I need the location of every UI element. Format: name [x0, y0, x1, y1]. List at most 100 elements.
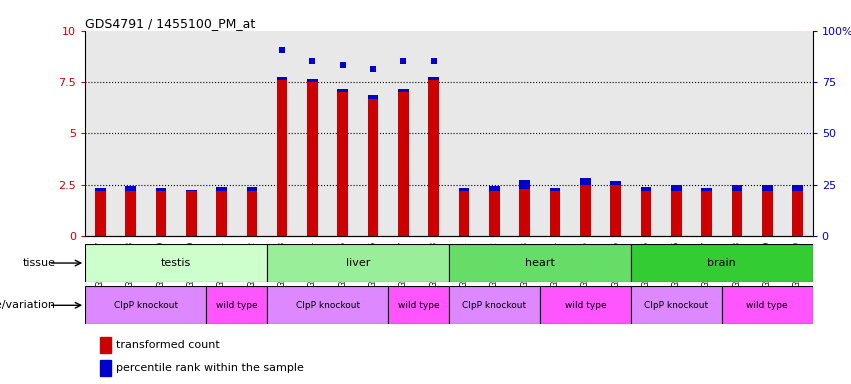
Bar	[701, 189, 712, 191]
Bar	[95, 191, 106, 236]
Bar	[398, 89, 408, 92]
Bar	[519, 189, 530, 236]
Bar	[610, 185, 621, 236]
Bar	[307, 82, 317, 236]
Bar	[267, 286, 388, 324]
Text: wild type: wild type	[397, 301, 439, 310]
Bar	[722, 286, 813, 324]
Text: GDS4791 / 1455100_PM_at: GDS4791 / 1455100_PM_at	[85, 17, 255, 30]
Bar	[782, 31, 813, 236]
Bar	[95, 189, 106, 191]
Bar	[358, 31, 388, 236]
Bar	[267, 244, 448, 282]
Text: percentile rank within the sample: percentile rank within the sample	[117, 363, 305, 373]
Text: wild type: wild type	[216, 301, 258, 310]
Text: ClpP knockout: ClpP knockout	[644, 301, 708, 310]
Bar	[237, 31, 267, 236]
Bar	[449, 31, 479, 236]
Bar	[449, 244, 631, 282]
Bar	[732, 191, 742, 236]
Bar	[156, 189, 166, 191]
Text: tissue: tissue	[22, 258, 55, 268]
Bar	[247, 187, 257, 191]
Bar	[671, 185, 682, 191]
Bar	[691, 31, 722, 236]
Bar	[267, 31, 297, 236]
Bar	[368, 96, 379, 99]
Bar	[459, 191, 470, 236]
Bar	[85, 31, 116, 236]
Bar	[398, 92, 408, 236]
Bar	[671, 191, 682, 236]
Bar	[610, 181, 621, 185]
Bar	[328, 31, 358, 236]
Bar	[277, 80, 288, 236]
Bar	[752, 31, 782, 236]
Bar	[125, 186, 136, 191]
Bar	[701, 191, 712, 236]
Bar	[125, 191, 136, 236]
Bar	[277, 77, 288, 80]
Bar	[297, 31, 328, 236]
Bar	[661, 31, 691, 236]
Bar	[186, 191, 197, 236]
Text: genotype/variation: genotype/variation	[0, 300, 55, 310]
Bar	[540, 286, 631, 324]
Bar	[85, 244, 267, 282]
Bar	[489, 186, 500, 191]
Bar	[247, 191, 257, 236]
Text: ClpP knockout: ClpP knockout	[295, 301, 360, 310]
Bar	[732, 185, 742, 191]
Bar	[601, 31, 631, 236]
Text: ClpP knockout: ClpP knockout	[114, 301, 178, 310]
Bar	[550, 191, 560, 236]
Bar	[540, 31, 570, 236]
Bar	[338, 92, 348, 236]
Text: wild type: wild type	[746, 301, 788, 310]
Bar	[216, 187, 227, 191]
Bar	[146, 31, 176, 236]
Bar	[100, 360, 111, 376]
Bar	[479, 31, 510, 236]
Bar	[85, 286, 206, 324]
Bar	[206, 31, 237, 236]
Bar	[368, 99, 379, 236]
Bar	[550, 189, 560, 191]
Bar	[307, 79, 317, 82]
Bar	[156, 191, 166, 236]
Bar	[216, 191, 227, 236]
Bar	[186, 190, 197, 191]
Bar	[762, 185, 773, 191]
Bar	[489, 191, 500, 236]
Bar	[570, 31, 601, 236]
Bar	[459, 189, 470, 191]
Bar	[388, 31, 419, 236]
Bar	[580, 185, 591, 236]
Bar	[100, 337, 111, 353]
Bar	[631, 31, 661, 236]
Bar	[722, 31, 752, 236]
Text: testis: testis	[161, 258, 191, 268]
Bar	[580, 178, 591, 185]
Text: ClpP knockout: ClpP knockout	[462, 301, 527, 310]
Bar	[762, 191, 773, 236]
Bar	[419, 31, 449, 236]
Text: brain: brain	[707, 258, 736, 268]
Bar	[792, 185, 802, 191]
Bar	[449, 286, 540, 324]
Bar	[338, 89, 348, 92]
Text: wild type: wild type	[564, 301, 606, 310]
Bar	[631, 286, 722, 324]
Bar	[519, 180, 530, 189]
Bar	[631, 244, 813, 282]
Bar	[116, 31, 146, 236]
Bar	[510, 31, 540, 236]
Bar	[792, 191, 802, 236]
Bar	[641, 191, 651, 236]
Text: liver: liver	[346, 258, 370, 268]
Bar	[176, 31, 206, 236]
Text: heart: heart	[525, 258, 555, 268]
Bar	[428, 80, 439, 236]
Bar	[641, 187, 651, 191]
Bar	[206, 286, 267, 324]
